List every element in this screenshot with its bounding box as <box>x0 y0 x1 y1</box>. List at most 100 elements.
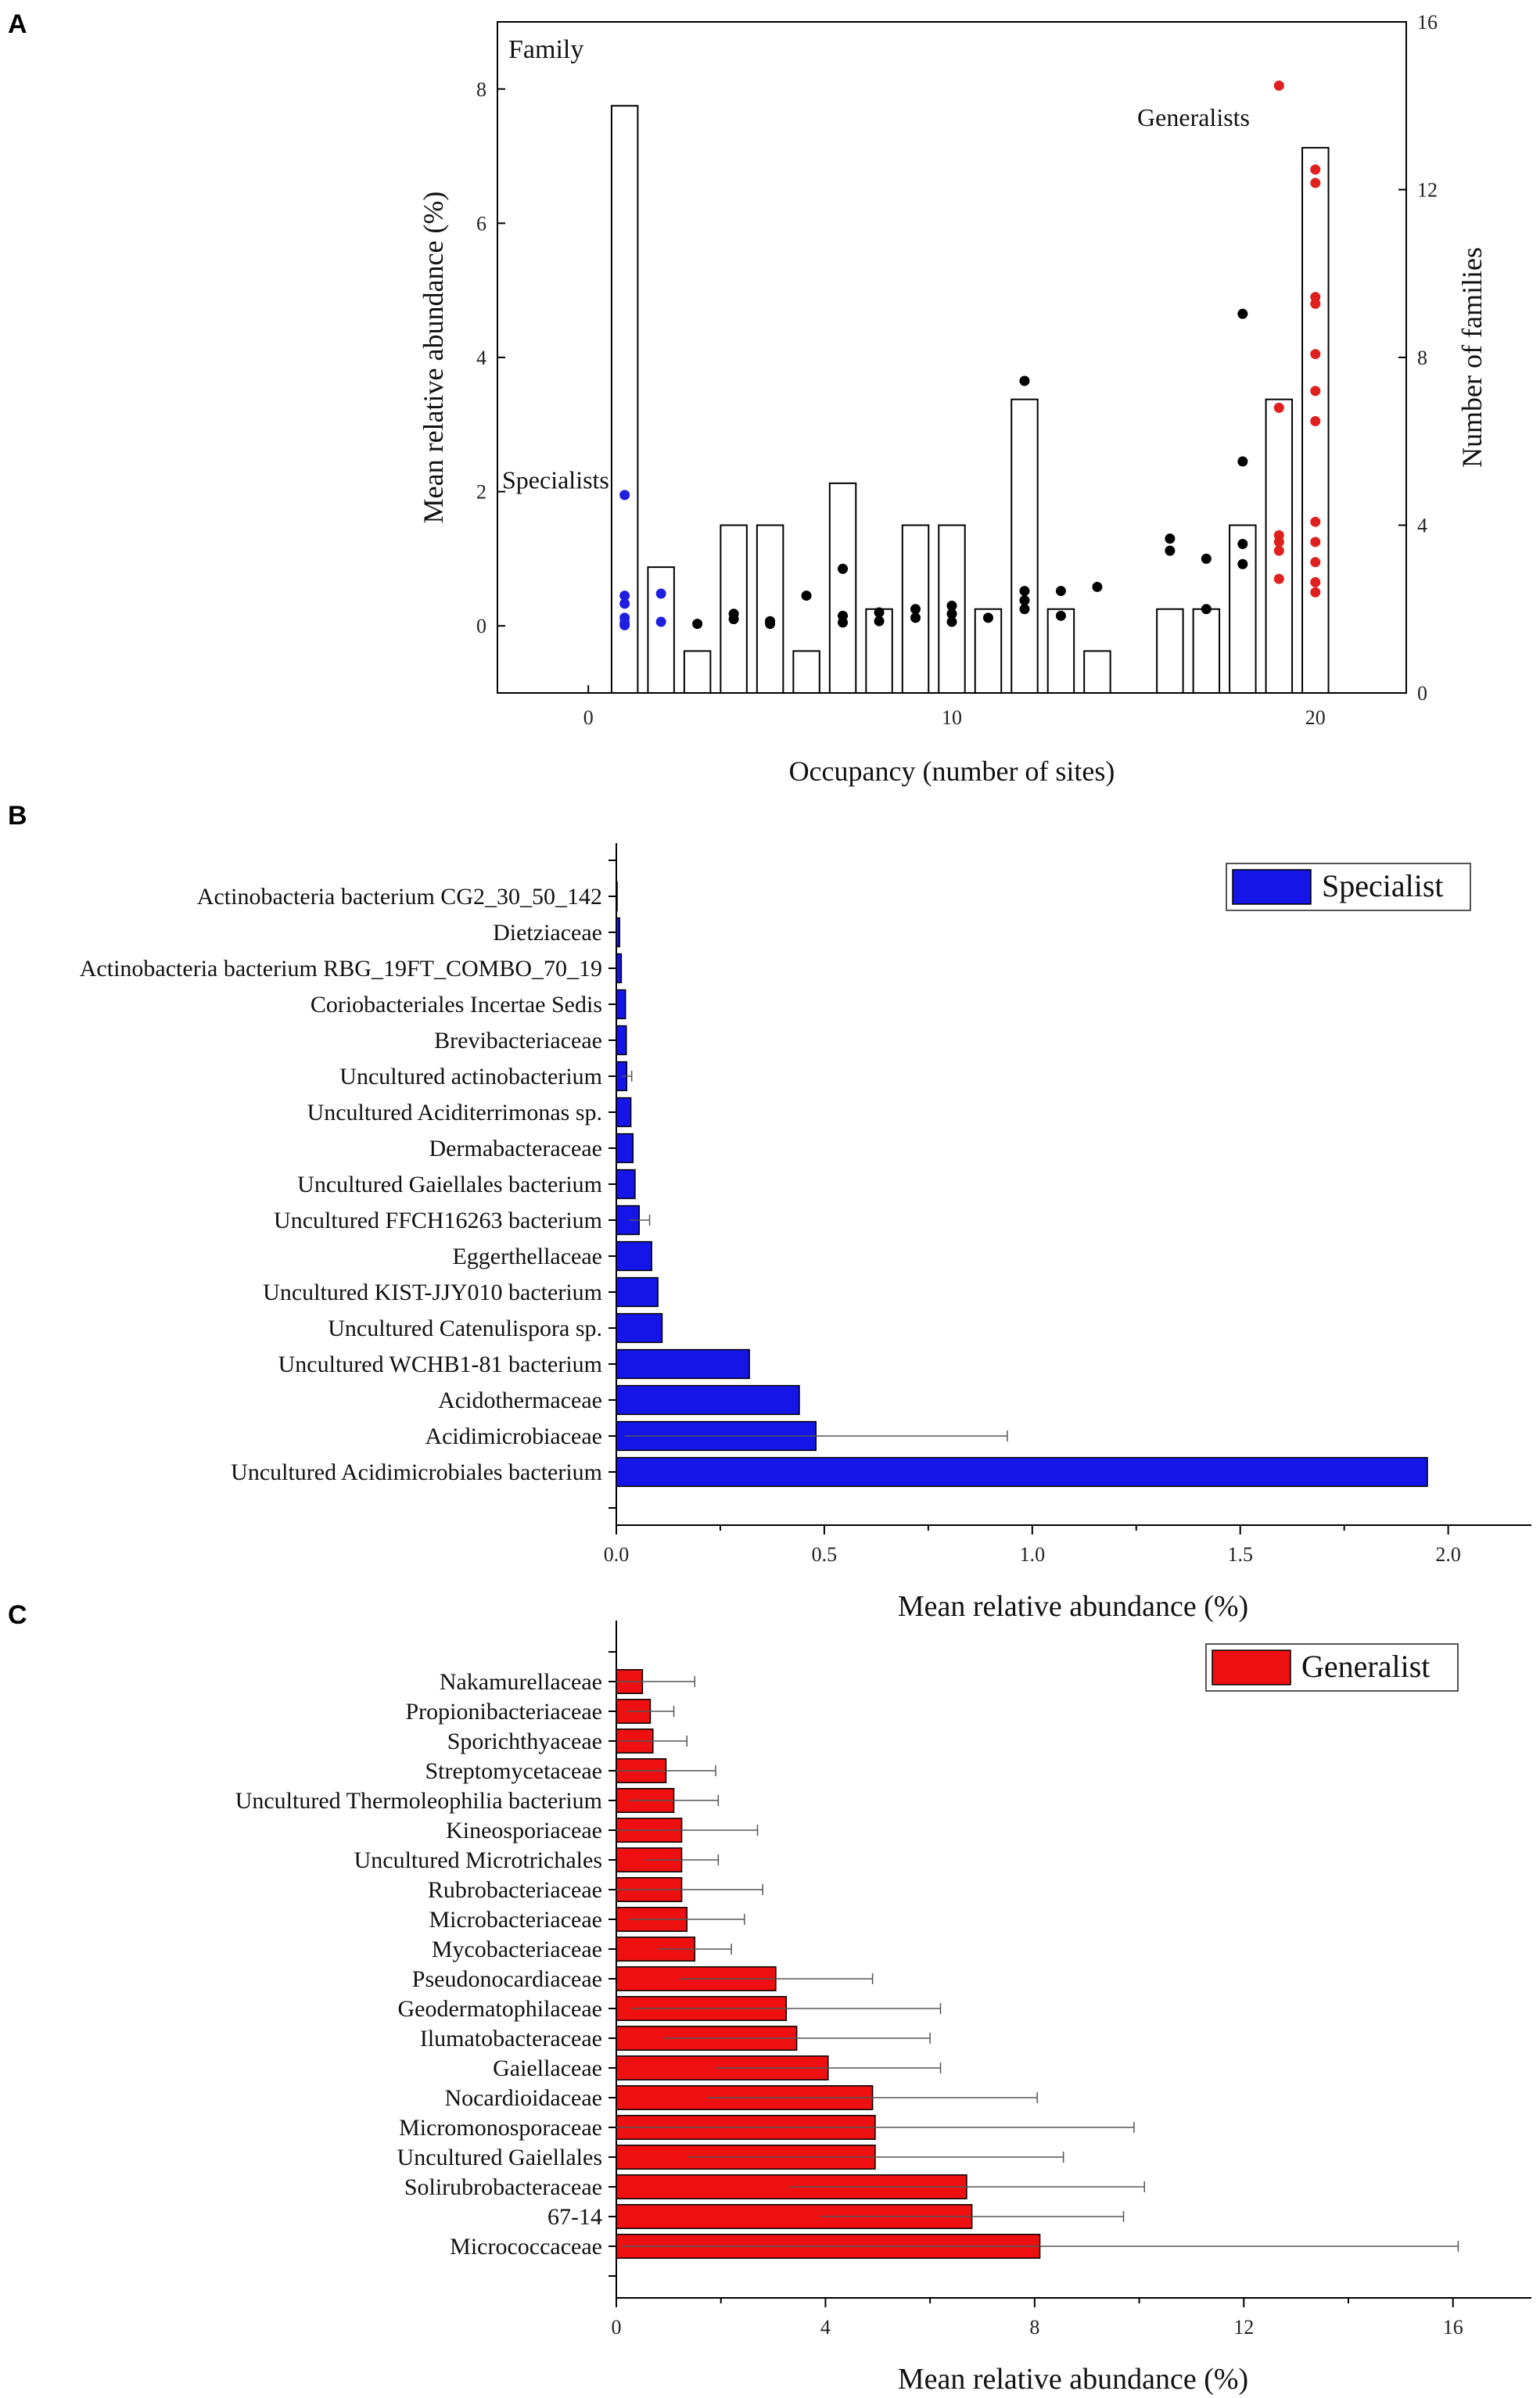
abundance-point <box>1310 516 1321 527</box>
abundance-point <box>1273 537 1284 547</box>
panel-b-xtick-label: 2.0 <box>1435 1543 1461 1566</box>
abundance-point <box>1273 573 1284 584</box>
panel-b-legend: Specialist <box>1226 863 1471 911</box>
panel-a-xtick-label: 20 <box>1305 706 1326 729</box>
abundance-point <box>1310 349 1321 360</box>
panel-b-xtick-label: 1.0 <box>1020 1543 1046 1566</box>
panel-c-category-label: Mycobacteriaceae <box>432 1937 602 1962</box>
panel-b-bar <box>616 1240 652 1272</box>
abundance-point <box>1019 586 1030 597</box>
panel-a-points <box>619 81 1321 630</box>
panel-b-category-label: Actinobacteria bacterium CG2_30_50_142 <box>197 884 602 910</box>
panel-c-category-label: Rubrobacteriaceae <box>428 1877 602 1903</box>
occupancy-bar <box>974 608 1003 694</box>
panel-b-bar <box>616 917 621 948</box>
panel-b-category-label: Uncultured Gaiellales bacterium <box>297 1172 602 1197</box>
panel-c-letter: C <box>8 1600 27 1630</box>
generalists-annotation: Generalists <box>1137 103 1250 131</box>
panel-b-category-label: Uncultured FFCH16263 bacterium <box>274 1208 602 1233</box>
panel-c-category-label: Geodermatophilaceae <box>397 1996 602 2022</box>
abundance-point <box>946 616 957 627</box>
panel-a-ticks: 0 10 20 0 2 4 6 8 0 4 8 12 16 <box>476 11 1438 729</box>
panel-b-bar <box>616 989 626 1020</box>
panel-c-category-label: Uncultured Thermoleophilia bacterium <box>235 1788 602 1814</box>
panel-b-category-label: Dietziaceae <box>493 920 602 946</box>
panel-b-category-label: Dermabacteraceae <box>429 1136 602 1161</box>
panel-b-bars <box>616 881 1428 1488</box>
panel-c-category-label: Sporichthyaceae <box>447 1728 602 1754</box>
panel-a-ytick-label: 4 <box>476 346 486 369</box>
panel-c-category-label: Nakamurellaceae <box>440 1669 602 1695</box>
panel-a-y2tick-label: 16 <box>1417 11 1438 34</box>
occupancy-bar <box>1229 524 1257 694</box>
abundance-point <box>1310 386 1321 397</box>
abundance-point <box>1310 576 1321 587</box>
panel-c-xtick-label: 16 <box>1443 2316 1463 2339</box>
panel-c-legend-swatch <box>1212 1650 1291 1685</box>
panel-b-bar <box>616 1348 750 1380</box>
panel-a: A Family Mean relative abundance (%) Num… <box>8 9 1488 787</box>
abundance-point <box>1310 416 1321 427</box>
abundance-point <box>619 598 630 609</box>
panel-b-category-label: Uncultured Acidimicrobiales bacterium <box>231 1459 602 1485</box>
panel-b-category-label: Eggerthellaceae <box>452 1244 602 1269</box>
panel-b-category-label: Actinobacteria bacterium RBG_19FT_COMBO_… <box>80 956 602 982</box>
abundance-point <box>1092 581 1103 592</box>
abundance-point <box>1237 558 1248 569</box>
panel-b-bar <box>616 881 618 912</box>
occupancy-bar <box>1011 398 1039 694</box>
panel-b-bar <box>616 953 623 984</box>
panel-b-bar <box>616 1312 663 1344</box>
panel-a-letter: A <box>8 9 27 39</box>
panel-c-xtick-label: 0 <box>612 2316 622 2339</box>
occupancy-bar <box>792 650 820 694</box>
abundance-point <box>910 612 921 623</box>
abundance-point <box>1237 308 1248 319</box>
abundance-point <box>1310 298 1321 309</box>
panel-b: B 0.0 0.5 1.0 1.5 2.0 Actinobacteria bacteri… <box>8 801 1531 1623</box>
panel-a-xtick-label: 10 <box>942 706 962 729</box>
abundance-point <box>1019 604 1030 615</box>
panel-b-bar <box>616 1133 634 1164</box>
panel-b-bar <box>616 1384 800 1416</box>
panel-b-bar <box>616 1097 632 1128</box>
abundance-point <box>1310 164 1321 175</box>
panel-b-bar <box>616 1276 659 1308</box>
abundance-point <box>728 614 739 625</box>
panel-b-legend-label: Specialist <box>1322 868 1444 903</box>
panel-b-category-label: Uncultured Catenulispora sp. <box>328 1316 602 1341</box>
panel-a-bars <box>610 105 1330 694</box>
panel-c-legend-label: Generalist <box>1301 1649 1430 1684</box>
abundance-point <box>1165 533 1176 544</box>
occupancy-bar <box>1192 608 1221 694</box>
panel-a-y2tick-label: 4 <box>1417 515 1427 537</box>
panel-b-bar <box>616 1025 627 1056</box>
occupancy-bar <box>756 524 784 694</box>
panel-b-category-label: Acidimicrobiaceae <box>425 1423 602 1449</box>
panel-a-ytick-label: 6 <box>476 212 486 235</box>
panel-b-category-label: Uncultured KIST-JJY010 bacterium <box>263 1280 602 1305</box>
panel-c-category-label: Nocardioidaceae <box>444 2085 602 2111</box>
panel-c-category-label: Pseudonocardiaceae <box>412 1966 602 1992</box>
abundance-point <box>1273 545 1284 556</box>
occupancy-bar <box>1083 650 1111 694</box>
panel-b-bar <box>616 1456 1428 1488</box>
panel-c-category-label: Uncultured Gaiellales <box>397 2145 602 2170</box>
panel-c-category-label: Kineosporiaceae <box>446 1818 602 1843</box>
panel-a-ylabel: Mean relative abundance (%) <box>418 192 449 524</box>
abundance-point <box>1310 557 1321 568</box>
occupancy-bar <box>1046 608 1075 694</box>
abundance-point <box>1201 604 1212 615</box>
panel-b-category-label: Uncultured Aciditerrimonas sp. <box>307 1100 602 1125</box>
panel-a-y2tick-label: 12 <box>1417 179 1438 202</box>
panel-b-category-label: Brevibacteriaceae <box>434 1028 602 1054</box>
panel-c-category-labels: Nakamurellaceae Propionibacteriaceae Spori… <box>235 1669 602 2260</box>
panel-b-category-labels: Actinobacteria bacterium CG2_30_50_142 Di… <box>80 884 602 1485</box>
abundance-point <box>655 588 666 599</box>
occupancy-bar <box>683 650 712 694</box>
panel-c-xlabel: Mean relative abundance (%) <box>898 2363 1248 2396</box>
abundance-point <box>619 591 630 601</box>
occupancy-bar <box>828 482 857 694</box>
abundance-point <box>1310 587 1321 598</box>
